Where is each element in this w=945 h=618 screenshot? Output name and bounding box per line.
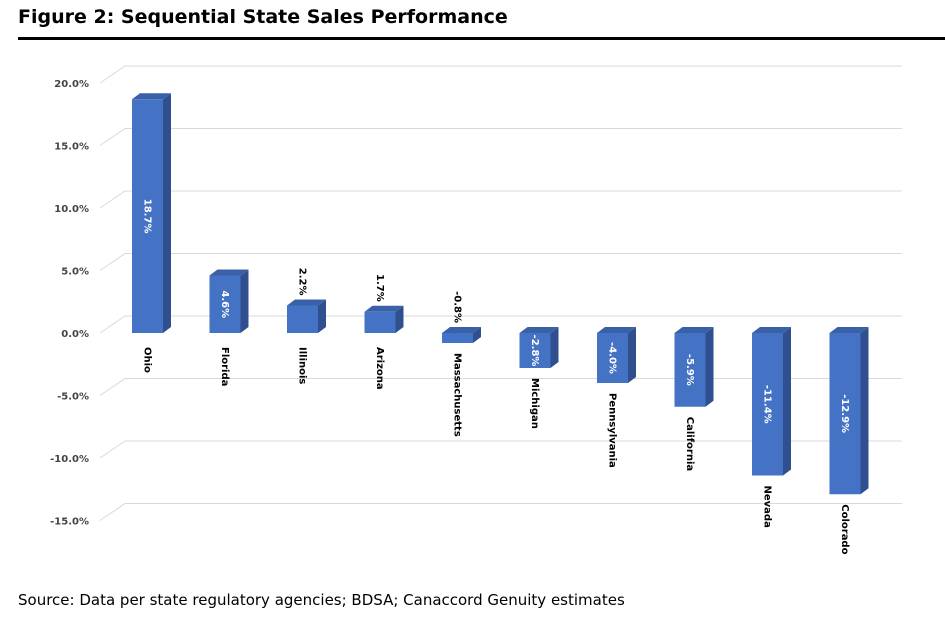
bar-top xyxy=(597,327,636,333)
bar-side xyxy=(860,327,869,495)
category-label: Colorado xyxy=(839,504,850,554)
y-tick-label: 10.0% xyxy=(54,204,89,215)
bar-front xyxy=(132,99,163,333)
value-labels: 18.7% 4.6% 2.2% 1.7% -0.8% -2.8% -4.0% -5.9% -11… xyxy=(142,199,851,433)
bar-front xyxy=(209,275,241,333)
bar-side xyxy=(628,327,636,383)
bar-front xyxy=(519,333,551,368)
value-label: -0.8% xyxy=(452,291,463,323)
gridline xyxy=(99,315,902,334)
y-tick-label: 20.0% xyxy=(54,79,89,90)
bar-front xyxy=(674,333,706,407)
bar-top xyxy=(752,327,791,333)
category-label: Ohio xyxy=(142,347,153,373)
bar-top xyxy=(132,93,171,100)
gridline xyxy=(99,190,902,209)
gridline xyxy=(99,378,902,396)
figure-title: Figure 2: Sequential State Sales Perform… xyxy=(18,6,508,28)
bar-side xyxy=(705,327,714,407)
value-label: 18.7% xyxy=(142,199,153,234)
bar-pennsylvania xyxy=(597,327,636,383)
gridline xyxy=(99,65,902,84)
category-label: Arizona xyxy=(374,347,385,390)
bars xyxy=(132,93,869,495)
source-note: Source: Data per state regulatory agenci… xyxy=(18,591,625,609)
bar-chart: 20.0% 15.0% 10.0% 5.0% 0.0% -5.0% -10.0% -15.0%… xyxy=(50,65,902,555)
bar-side xyxy=(318,299,326,333)
category-label: Massachusetts xyxy=(452,353,463,437)
y-tick-label: -5.0% xyxy=(57,392,89,403)
value-label: 2.2% xyxy=(297,268,308,296)
bar-side xyxy=(473,327,481,343)
y-tick-label: 15.0% xyxy=(54,142,89,153)
bar-top xyxy=(442,327,481,333)
bar-front xyxy=(442,333,473,343)
category-label: Michigan xyxy=(529,378,540,429)
y-tick-label: 0.0% xyxy=(61,329,89,340)
value-label: 4.6% xyxy=(219,290,230,318)
bar-top xyxy=(287,299,326,306)
value-label: 1.7% xyxy=(374,274,385,302)
gridlines xyxy=(99,65,902,521)
category-label: Pennsylvania xyxy=(607,393,618,468)
gridline xyxy=(99,440,902,459)
bar-colorado xyxy=(829,327,869,495)
y-tick-label: 5.0% xyxy=(61,267,89,278)
category-label: California xyxy=(684,417,695,471)
gridline xyxy=(99,503,902,521)
bar-front xyxy=(829,333,861,495)
y-tick-label: -15.0% xyxy=(50,517,89,528)
bar-front xyxy=(364,311,396,333)
bar-michigan xyxy=(519,327,559,368)
category-label: Florida xyxy=(219,347,230,386)
bar-front xyxy=(752,333,783,476)
bar-top xyxy=(364,305,404,312)
value-label: -11.4% xyxy=(762,385,773,424)
value-label: -4.0% xyxy=(607,342,618,374)
bar-top xyxy=(674,327,714,333)
bar-top xyxy=(519,327,559,333)
gridline xyxy=(99,253,902,271)
bar-top xyxy=(829,327,869,333)
value-label: -2.8% xyxy=(529,335,540,367)
bar-side xyxy=(395,305,404,333)
bar-illinois xyxy=(287,299,326,333)
bar-side xyxy=(550,327,559,368)
bar-nevada xyxy=(752,327,791,476)
bar-side xyxy=(163,93,171,333)
y-tick-label: -10.0% xyxy=(50,454,89,465)
bar-arizona xyxy=(364,305,404,333)
category-label: Nevada xyxy=(762,486,773,528)
category-label: Illinois xyxy=(297,347,308,384)
value-label: -12.9% xyxy=(839,394,850,433)
bar-side xyxy=(783,327,791,476)
bar-front xyxy=(287,305,318,333)
bar-ohio xyxy=(132,93,171,333)
gridline xyxy=(99,128,902,146)
y-axis-tick-labels: 20.0% 15.0% 10.0% 5.0% 0.0% -5.0% -10.0% -15.0% xyxy=(50,79,89,528)
category-labels: Ohio Florida Illinois Arizona Massachusetts M… xyxy=(142,347,851,555)
bar-top xyxy=(209,269,249,276)
bar-massachusetts xyxy=(442,327,481,343)
bar-florida xyxy=(209,269,249,333)
value-label: -5.9% xyxy=(684,354,695,386)
bar-california xyxy=(674,327,714,407)
title-rule xyxy=(18,37,945,40)
bar-side xyxy=(240,269,249,333)
bar-front xyxy=(597,333,628,383)
